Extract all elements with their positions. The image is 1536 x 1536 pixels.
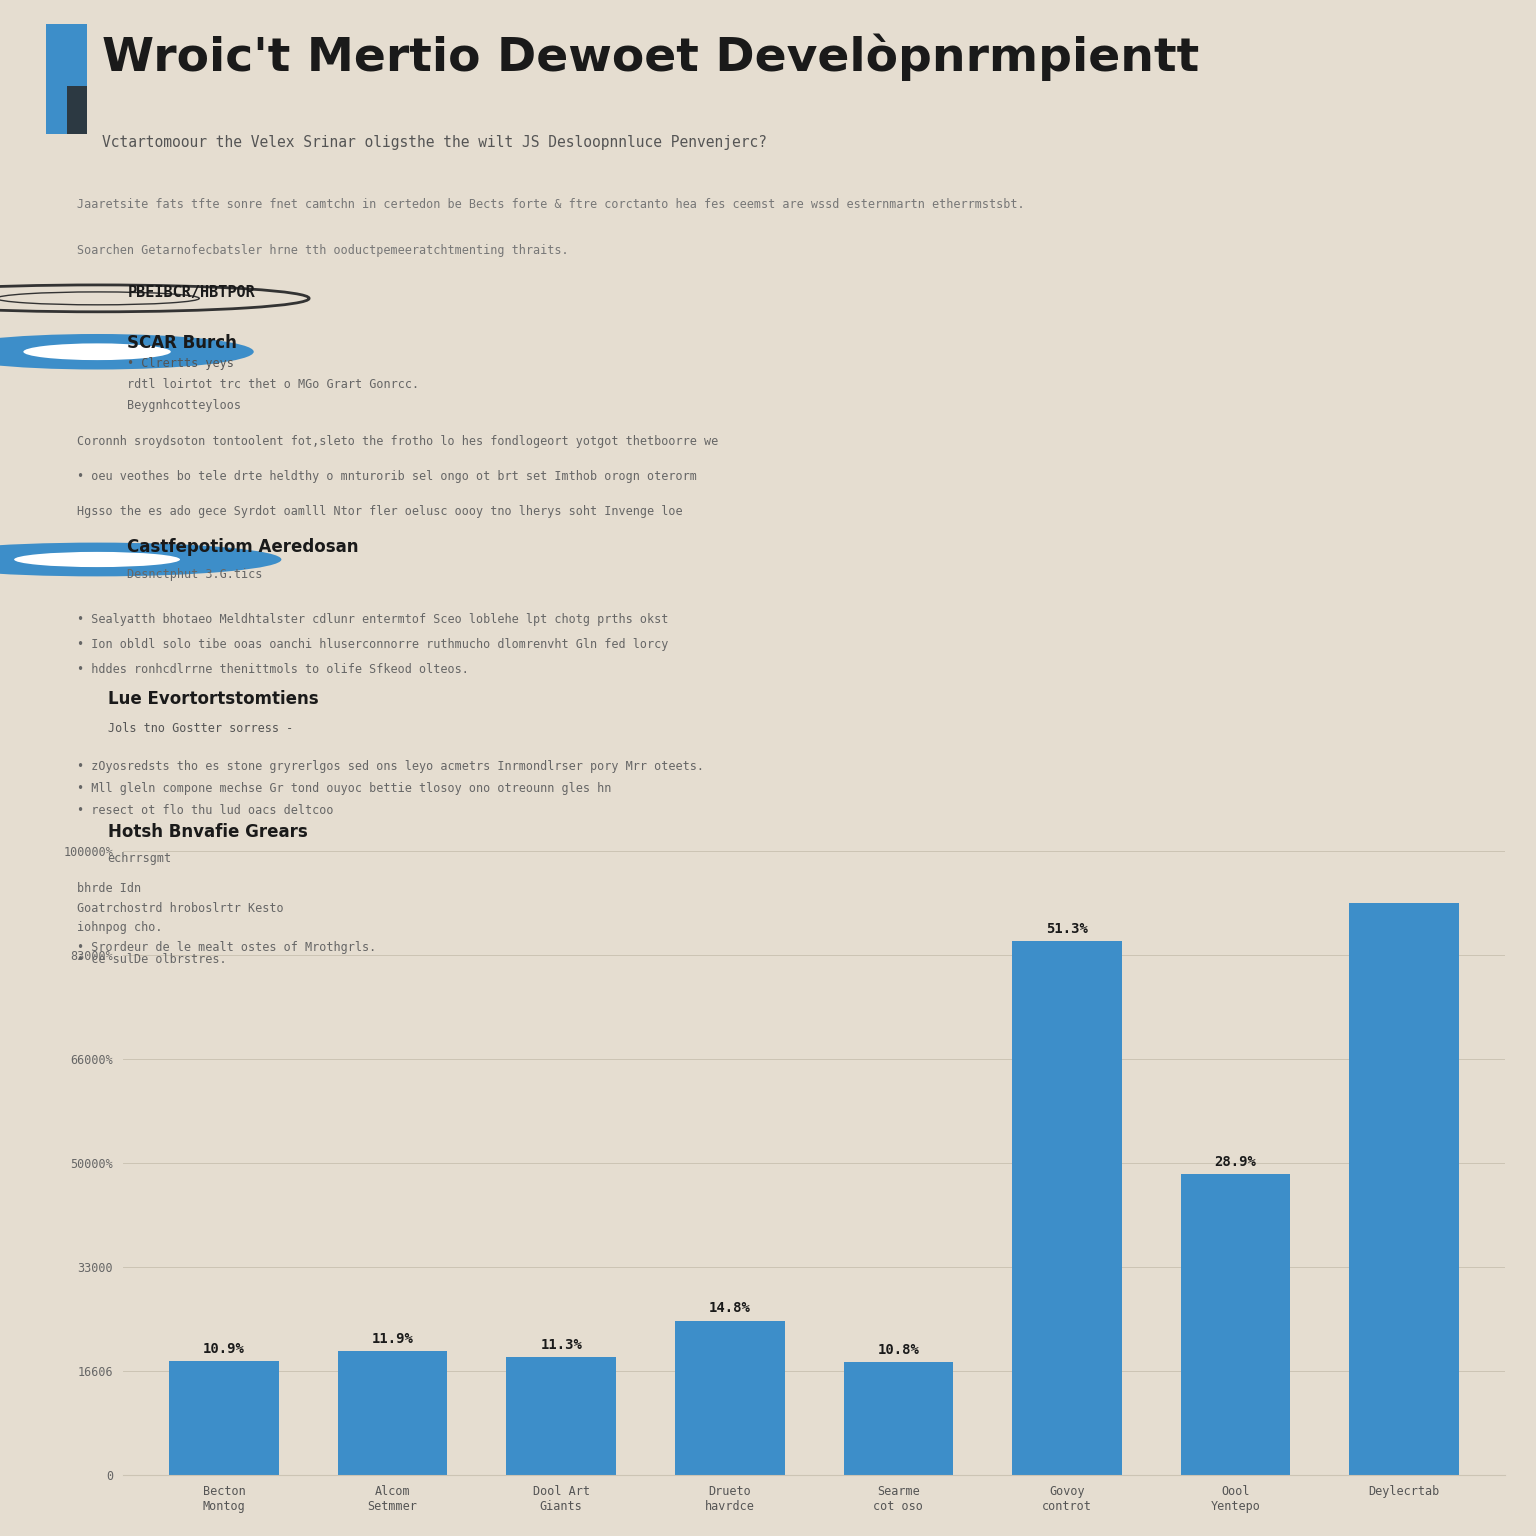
Text: Hgsso the es ado gece Syrdot oamlll Ntor fler oelusc oooy tno lherys soht Inveng: Hgsso the es ado gece Syrdot oamlll Ntor…	[77, 505, 682, 518]
Text: iohnpog cho.: iohnpog cho.	[77, 922, 163, 934]
Circle shape	[14, 551, 180, 567]
Text: Goatrchostrd hroboslrtr Kesto: Goatrchostrd hroboslrtr Kesto	[77, 902, 284, 915]
Text: rdtl loirtot trc thet o MGo Grart Gonrcc.: rdtl loirtot trc thet o MGo Grart Gonrcc…	[127, 378, 419, 390]
Bar	[843, 1362, 954, 1475]
Text: Hotsh Bnvafie Grears: Hotsh Bnvafie Grears	[108, 823, 307, 842]
Text: 10.8%: 10.8%	[877, 1342, 920, 1358]
Text: Beygnhcotteyloos: Beygnhcotteyloos	[127, 399, 241, 412]
Circle shape	[23, 344, 170, 359]
Text: • oeu veothes bo tele drte heldthy o mnturorib sel ongo ot brt set Imthob orogn : • oeu veothes bo tele drte heldthy o mnt…	[77, 470, 697, 482]
Text: 28.9%: 28.9%	[1215, 1155, 1256, 1169]
Text: Castfepotiom Aeredosan: Castfepotiom Aeredosan	[127, 539, 359, 556]
Text: Vctartomoour the Velex Srinar oligsthe the wilt JS Desloopnnluce Penvenjerc?: Vctartomoour the Velex Srinar oligsthe t…	[101, 135, 766, 149]
Text: • Sealyatth bhotaeo Meldhtalster cdlunr entermtof Sceo loblehe lpt chotg prths o: • Sealyatth bhotaeo Meldhtalster cdlunr …	[77, 613, 668, 627]
Circle shape	[0, 333, 253, 370]
Text: • Srordeur de le mealt ostes of Mrothgrls.: • Srordeur de le mealt ostes of Mrothgrl…	[77, 940, 376, 954]
Text: 10.9%: 10.9%	[203, 1342, 244, 1356]
Text: • Clrertts yeys: • Clrertts yeys	[127, 356, 235, 370]
Text: Jols tno Gostter sorress -: Jols tno Gostter sorress -	[108, 722, 293, 734]
Text: Coronnh sroydsoton tontoolent fot,sleto the frotho lo hes fondlogeort yotgot the: Coronnh sroydsoton tontoolent fot,sleto …	[77, 435, 717, 449]
Text: • zOyosredsts tho es stone gryrerlgos sed ons leyo acmetrs Inrmondlrser pory Mrr: • zOyosredsts tho es stone gryrerlgos se…	[77, 760, 703, 774]
Text: • Mll gleln compone mechse Gr tond ouyoc bettie tlosoy ono otreounn gles hn: • Mll gleln compone mechse Gr tond ouyoc…	[77, 782, 611, 794]
Text: Soarchen Getarnofecbatsler hrne tth ooductpemeeratchtmenting thraits.: Soarchen Getarnofecbatsler hrne tth oodu…	[77, 244, 568, 257]
Bar	[1349, 903, 1459, 1475]
Text: • Ion obldl solo tibe ooas oanchi hluserconnorre ruthmucho dlomrenvht Gln fed lo: • Ion obldl solo tibe ooas oanchi hluser…	[77, 637, 668, 651]
Text: Lue Evortortstomtiens: Lue Evortortstomtiens	[108, 691, 318, 708]
Text: • resect ot flo thu lud oacs deltcoo: • resect ot flo thu lud oacs deltcoo	[77, 803, 333, 817]
Text: SCAR Burch: SCAR Burch	[127, 333, 238, 352]
Text: 11.9%: 11.9%	[372, 1332, 413, 1346]
Text: echrrsgmt: echrrsgmt	[108, 852, 172, 865]
Circle shape	[0, 542, 281, 576]
Bar	[1181, 1174, 1290, 1475]
Bar	[169, 1361, 280, 1475]
Text: • ce sulDe olbrstres.: • ce sulDe olbrstres.	[77, 952, 226, 966]
Bar	[338, 1350, 447, 1475]
Bar	[674, 1321, 785, 1475]
Text: Desnctphut 3.G.tics: Desnctphut 3.G.tics	[127, 568, 263, 581]
Text: 11.3%: 11.3%	[541, 1338, 582, 1352]
Bar	[1012, 942, 1121, 1475]
Text: 14.8%: 14.8%	[708, 1301, 751, 1315]
Text: Wroic't Mertio Dewoet Develòpnrmpientt: Wroic't Mertio Dewoet Develòpnrmpientt	[101, 34, 1198, 81]
Text: PBEIBCR/HBTPOR: PBEIBCR/HBTPOR	[127, 286, 255, 301]
Text: 51.3%: 51.3%	[1046, 922, 1087, 935]
Bar	[46, 25, 88, 134]
Bar	[66, 86, 88, 134]
Text: • hddes ronhcdlrrne thenittmols to olife Sfkeod olteos.: • hddes ronhcdlrrne thenittmols to olife…	[77, 664, 468, 676]
Text: bhrde Idn: bhrde Idn	[77, 882, 141, 895]
Text: Jaaretsite fats tfte sonre fnet camtchn in certedon be Bects forte & ftre corcta: Jaaretsite fats tfte sonre fnet camtchn …	[77, 198, 1025, 210]
Bar	[507, 1358, 616, 1475]
